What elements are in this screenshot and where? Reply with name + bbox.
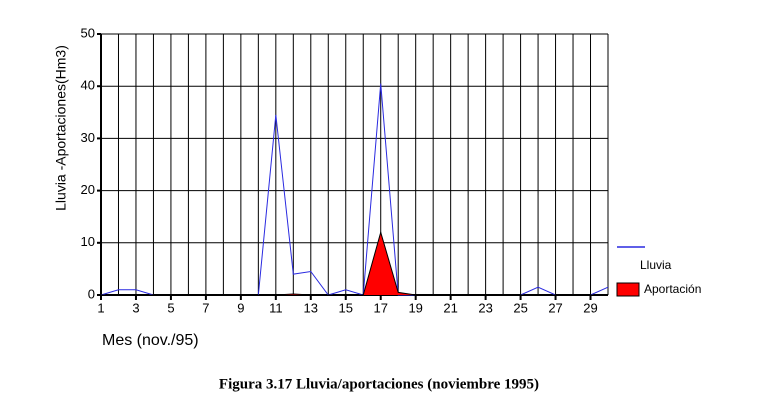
x-axis-label: Mes (nov./95) [102,332,199,349]
y-tick-label: 20 [81,182,95,197]
line [100,83,609,296]
x-tick-label: 11 [269,300,283,315]
x-tick-label: 9 [237,300,244,315]
x-tick-label: 7 [202,300,209,315]
x-tick-label: 1 [97,300,104,315]
y-tick-label: 10 [81,234,95,249]
x-tick-label: 29 [583,300,597,315]
x-tick-label: 19 [408,300,422,315]
x-tick-label: 17 [373,300,387,315]
area [101,230,608,296]
y-tick-label: 0 [88,286,95,301]
x-tick-label: 21 [443,300,457,315]
caption: Figura 3.17 Lluvia/aportaciones (noviemb… [219,376,539,392]
y-tick-label: 30 [81,130,95,145]
x-tick-label: 15 [339,300,353,315]
legend-swatch [616,282,640,297]
x-tick-label: 27 [548,300,562,315]
x-tick-label: 25 [513,300,527,315]
legend-label: Lluvia [640,258,672,272]
x-tick-label: 3 [132,300,139,315]
x-tick-label: 13 [304,300,318,315]
y-axis-label: Lluvia -Aportaciones(Hm3) [53,45,69,211]
y-tick-label: 50 [81,25,95,40]
y-tick-label: 40 [81,78,95,93]
x-tick-label: 23 [478,300,492,315]
legend-label: Aportación [644,282,701,296]
x-tick-label: 5 [167,300,174,315]
